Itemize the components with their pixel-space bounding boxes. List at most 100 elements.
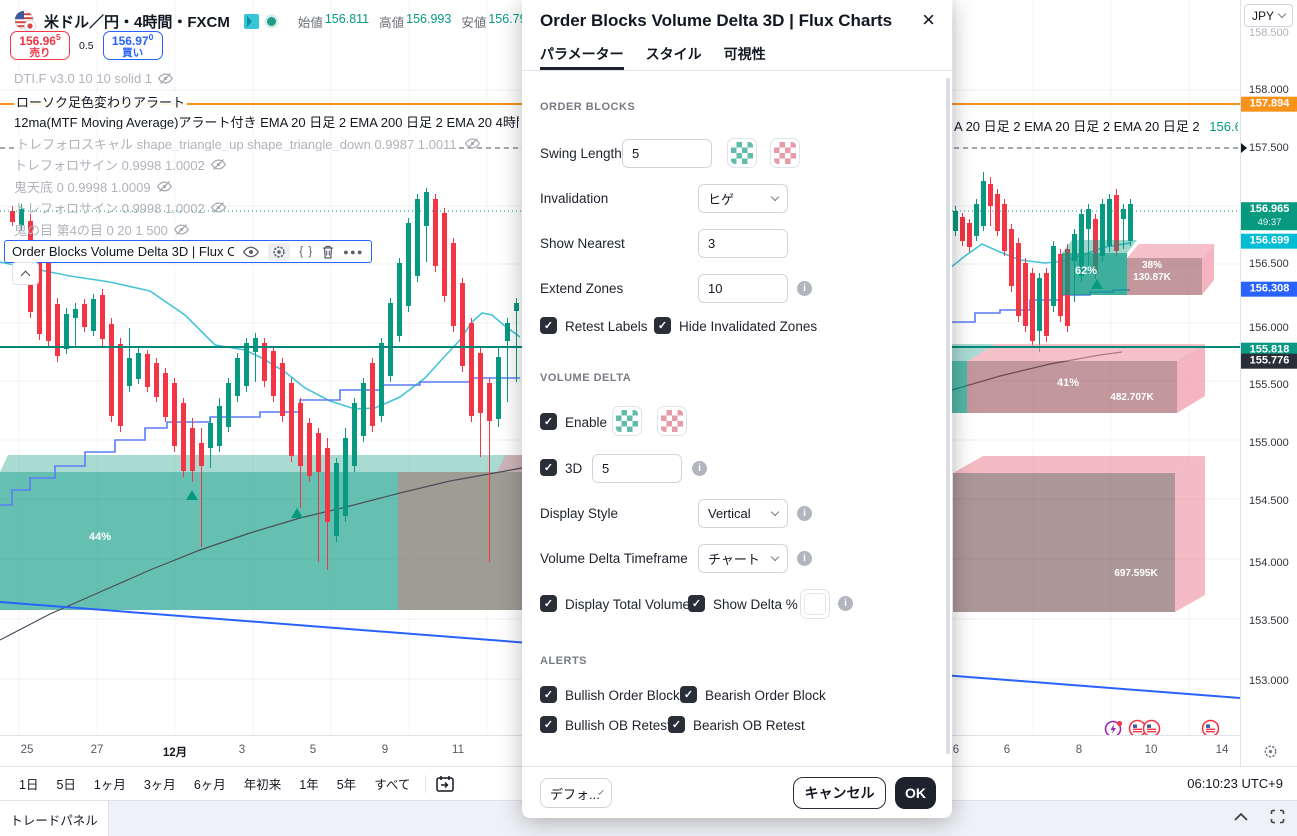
eye-off-icon[interactable] bbox=[210, 158, 226, 171]
range-button[interactable]: 1日 bbox=[19, 778, 39, 792]
bearish-ob-retest-checkbox[interactable] bbox=[668, 716, 685, 733]
chevron-up-icon bbox=[20, 270, 31, 280]
eye-off-icon[interactable] bbox=[173, 223, 189, 236]
tab-parameters[interactable]: パラメーター bbox=[540, 44, 624, 70]
hide-invalidated-checkbox[interactable] bbox=[654, 317, 671, 334]
eye-off-icon[interactable] bbox=[210, 201, 226, 214]
price-badge: 156.699 bbox=[1241, 233, 1297, 249]
indicator-row[interactable]: トレフォロサイン 0.9998 1.0002 bbox=[14, 199, 226, 215]
price-axis[interactable]: 158.500 158.000 157.500 156.500 156.000 155.… bbox=[1240, 0, 1297, 766]
ok-button[interactable]: OK bbox=[895, 777, 936, 809]
source-code-icon[interactable]: { } bbox=[299, 245, 314, 258]
info-icon[interactable]: i bbox=[797, 551, 812, 566]
indicator-row[interactable]: トレフォロスキャル shape_triangle_up shape_triang… bbox=[14, 135, 480, 151]
bearish-order-block-checkbox[interactable] bbox=[680, 686, 697, 703]
extend-zones-input[interactable]: 10 bbox=[698, 274, 788, 303]
threed-checkbox[interactable] bbox=[540, 459, 557, 476]
indicator-row[interactable]: 鬼の目 第4の目 0 20 1 500 bbox=[14, 221, 189, 237]
eye-off-icon[interactable] bbox=[464, 137, 480, 150]
delta-up-color-swatch[interactable] bbox=[612, 406, 642, 436]
range-button[interactable]: 3ヶ月 bbox=[143, 778, 176, 792]
indicator-row[interactable]: 鬼天底 0 0.9998 1.0009 bbox=[14, 178, 172, 194]
retest-labels-checkbox[interactable] bbox=[540, 317, 557, 334]
indicator-row[interactable]: トレフォロサイン 0.9998 1.0002 bbox=[14, 156, 226, 172]
threed-label: 3D bbox=[565, 461, 583, 476]
market-status-dot[interactable] bbox=[266, 16, 276, 26]
display-style-select[interactable]: Vertical bbox=[698, 499, 788, 528]
dialog-scrollbar[interactable] bbox=[946, 78, 950, 754]
range-button[interactable]: 1ヶ月 bbox=[93, 778, 126, 792]
info-icon[interactable]: i bbox=[838, 596, 853, 611]
range-button[interactable]: 1年 bbox=[299, 778, 319, 792]
show-delta-checkbox[interactable] bbox=[688, 595, 705, 612]
range-button[interactable]: 年初来 bbox=[243, 778, 282, 792]
display-total-volume-checkbox[interactable] bbox=[540, 595, 557, 612]
invalidation-label: Invalidation bbox=[540, 191, 609, 206]
swing-length-input[interactable]: 5 bbox=[622, 139, 712, 168]
price-tick: 158.500 bbox=[1249, 27, 1289, 39]
panel-collapse-icon[interactable] bbox=[1234, 812, 1248, 821]
time-tick: 3 bbox=[238, 744, 246, 756]
legend-collapse-button[interactable] bbox=[12, 262, 39, 285]
indicator-row[interactable]: ローソク足色変わりアラート bbox=[14, 93, 188, 109]
event-flash-icon[interactable] bbox=[1104, 719, 1123, 738]
info-icon[interactable]: i bbox=[797, 281, 812, 296]
indicator-row[interactable]: 12ma(MTF Moving Average)アラート付き EMA 20 日足… bbox=[14, 113, 519, 130]
eye-off-icon[interactable] bbox=[158, 72, 174, 85]
time-tick: 5 bbox=[309, 744, 317, 756]
clock[interactable]: 06:10:23 UTC+9 bbox=[1187, 776, 1283, 791]
invalidation-select[interactable]: ヒゲ bbox=[698, 184, 788, 213]
bearish-color-swatch[interactable] bbox=[770, 138, 800, 168]
time-tick: 14 bbox=[1215, 744, 1229, 756]
price-tick: 156.500 bbox=[1249, 258, 1289, 270]
eye-icon[interactable] bbox=[243, 246, 260, 258]
svg-text:697.595K: 697.595K bbox=[1114, 568, 1158, 579]
svg-text:130.87K: 130.87K bbox=[1133, 272, 1172, 283]
range-button[interactable]: 5年 bbox=[336, 778, 357, 792]
price-badge: 155.818 bbox=[1241, 342, 1297, 358]
trade-panel-tab[interactable]: トレードパネル bbox=[0, 801, 109, 836]
close-icon[interactable]: × bbox=[922, 7, 935, 32]
delta-down-color-swatch[interactable] bbox=[657, 406, 687, 436]
spread-value: 0.5 bbox=[79, 39, 94, 52]
currency-selector[interactable]: JPY bbox=[1244, 4, 1293, 27]
enable-checkbox[interactable] bbox=[540, 413, 557, 430]
toolbar-divider bbox=[425, 774, 427, 793]
range-button[interactable]: 5日 bbox=[56, 778, 76, 792]
tab-style[interactable]: スタイル bbox=[645, 46, 702, 62]
symbol-title[interactable]: 米ドル／円・4時間・FXCM bbox=[44, 13, 230, 31]
price-badge: 155.776 bbox=[1241, 353, 1297, 369]
fullscreen-icon[interactable] bbox=[1270, 809, 1285, 824]
info-icon[interactable]: i bbox=[797, 506, 812, 521]
delete-icon[interactable] bbox=[322, 245, 334, 259]
bullish-color-swatch[interactable] bbox=[727, 138, 757, 168]
buy-button[interactable]: 156.970 買い bbox=[102, 31, 163, 60]
more-options-icon[interactable]: ●●● bbox=[343, 246, 364, 257]
tab-visibility[interactable]: 可視性 bbox=[723, 46, 766, 62]
range-button[interactable]: 6ヶ月 bbox=[193, 778, 226, 792]
bullish-ob-retest-checkbox[interactable] bbox=[540, 716, 557, 733]
go-to-date-icon[interactable] bbox=[434, 773, 456, 794]
show-nearest-input[interactable]: 3 bbox=[698, 229, 788, 258]
bullish-order-block-checkbox[interactable] bbox=[540, 686, 557, 703]
info-icon[interactable]: i bbox=[692, 461, 707, 476]
cancel-button[interactable]: キャンセル bbox=[793, 777, 886, 809]
axis-settings-icon[interactable] bbox=[1263, 744, 1278, 759]
time-tick: 12月 bbox=[162, 747, 188, 759]
settings-icon[interactable] bbox=[268, 242, 291, 261]
indicator-row[interactable]: DTI.F v3.0 10 10 solid 1 bbox=[14, 70, 174, 86]
preset-select[interactable]: デフォ... bbox=[540, 778, 612, 808]
bullish-ob-retest-label: Bullish OB Retest bbox=[565, 718, 671, 733]
range-button[interactable]: すべて bbox=[374, 778, 411, 792]
usdjpy-flag-icon[interactable] bbox=[14, 10, 36, 32]
sell-button[interactable]: 156.965 売り bbox=[10, 31, 70, 60]
price-tick: 155.000 bbox=[1249, 437, 1289, 449]
eye-off-icon[interactable] bbox=[156, 180, 172, 193]
price-badge: 157.894 bbox=[1241, 96, 1297, 112]
delta-text-color-swatch[interactable] bbox=[800, 589, 830, 619]
threed-input[interactable]: 5 bbox=[592, 454, 682, 483]
selected-indicator-row[interactable]: Order Blocks Volume Delta 3D | Flux Char… bbox=[4, 240, 372, 263]
event-flag-icon[interactable] bbox=[1128, 719, 1162, 738]
vd-timeframe-select[interactable]: チャート bbox=[698, 544, 788, 573]
